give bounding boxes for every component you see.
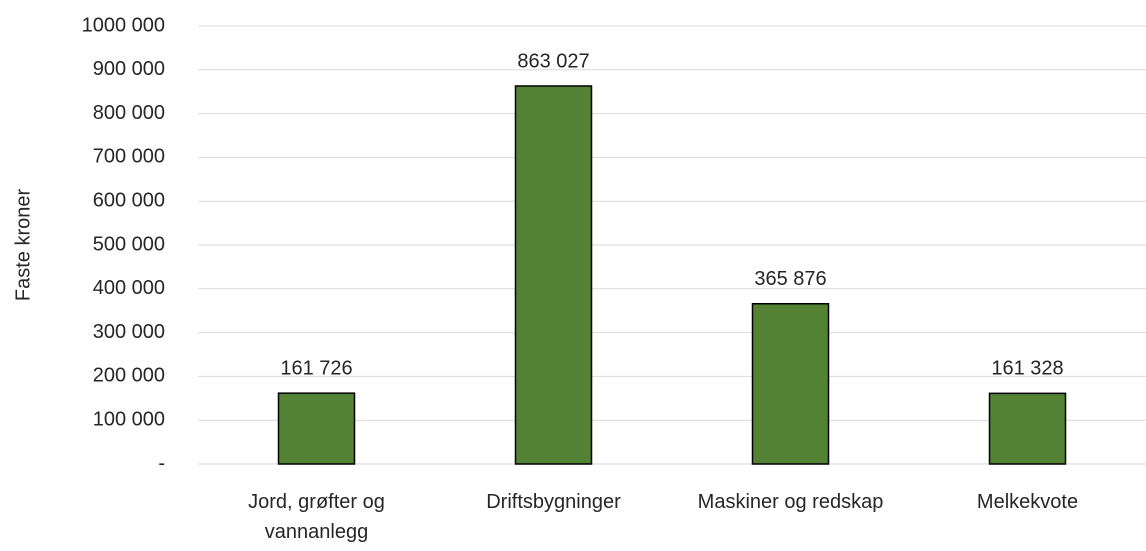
bar	[277, 392, 356, 465]
x-tick-label: Melkekvote	[976, 491, 1079, 513]
bar	[514, 85, 593, 465]
y-tick-label: 700 000	[93, 146, 165, 168]
x-tick-label: Driftsbygninger	[486, 491, 621, 513]
data-label: 161 726	[280, 357, 352, 379]
y-tick-label: 1000 000	[82, 14, 165, 36]
y-axis-label: Faste kroner	[12, 189, 34, 302]
data-label: 161 328	[991, 358, 1063, 380]
x-tick-label: Jord, grøfter og vannanlegg	[248, 491, 385, 543]
y-tick-label: 200 000	[93, 365, 165, 387]
y-tick-label: 300 000	[93, 321, 165, 343]
y-tick-label: 500 000	[93, 233, 165, 255]
y-tick-label: 600 000	[93, 189, 165, 211]
y-tick-label: 900 000	[93, 58, 165, 80]
bar	[751, 302, 830, 465]
y-tick-label: -	[158, 452, 165, 474]
data-label: 365 876	[754, 268, 826, 290]
bar	[988, 392, 1067, 465]
data-label: 863 027	[517, 50, 589, 72]
x-tick-label: Maskiner og redskap	[697, 491, 884, 513]
y-tick-label: 100 000	[93, 408, 165, 430]
y-tick-label: 400 000	[93, 277, 165, 299]
y-tick-label: 800 000	[93, 102, 165, 124]
